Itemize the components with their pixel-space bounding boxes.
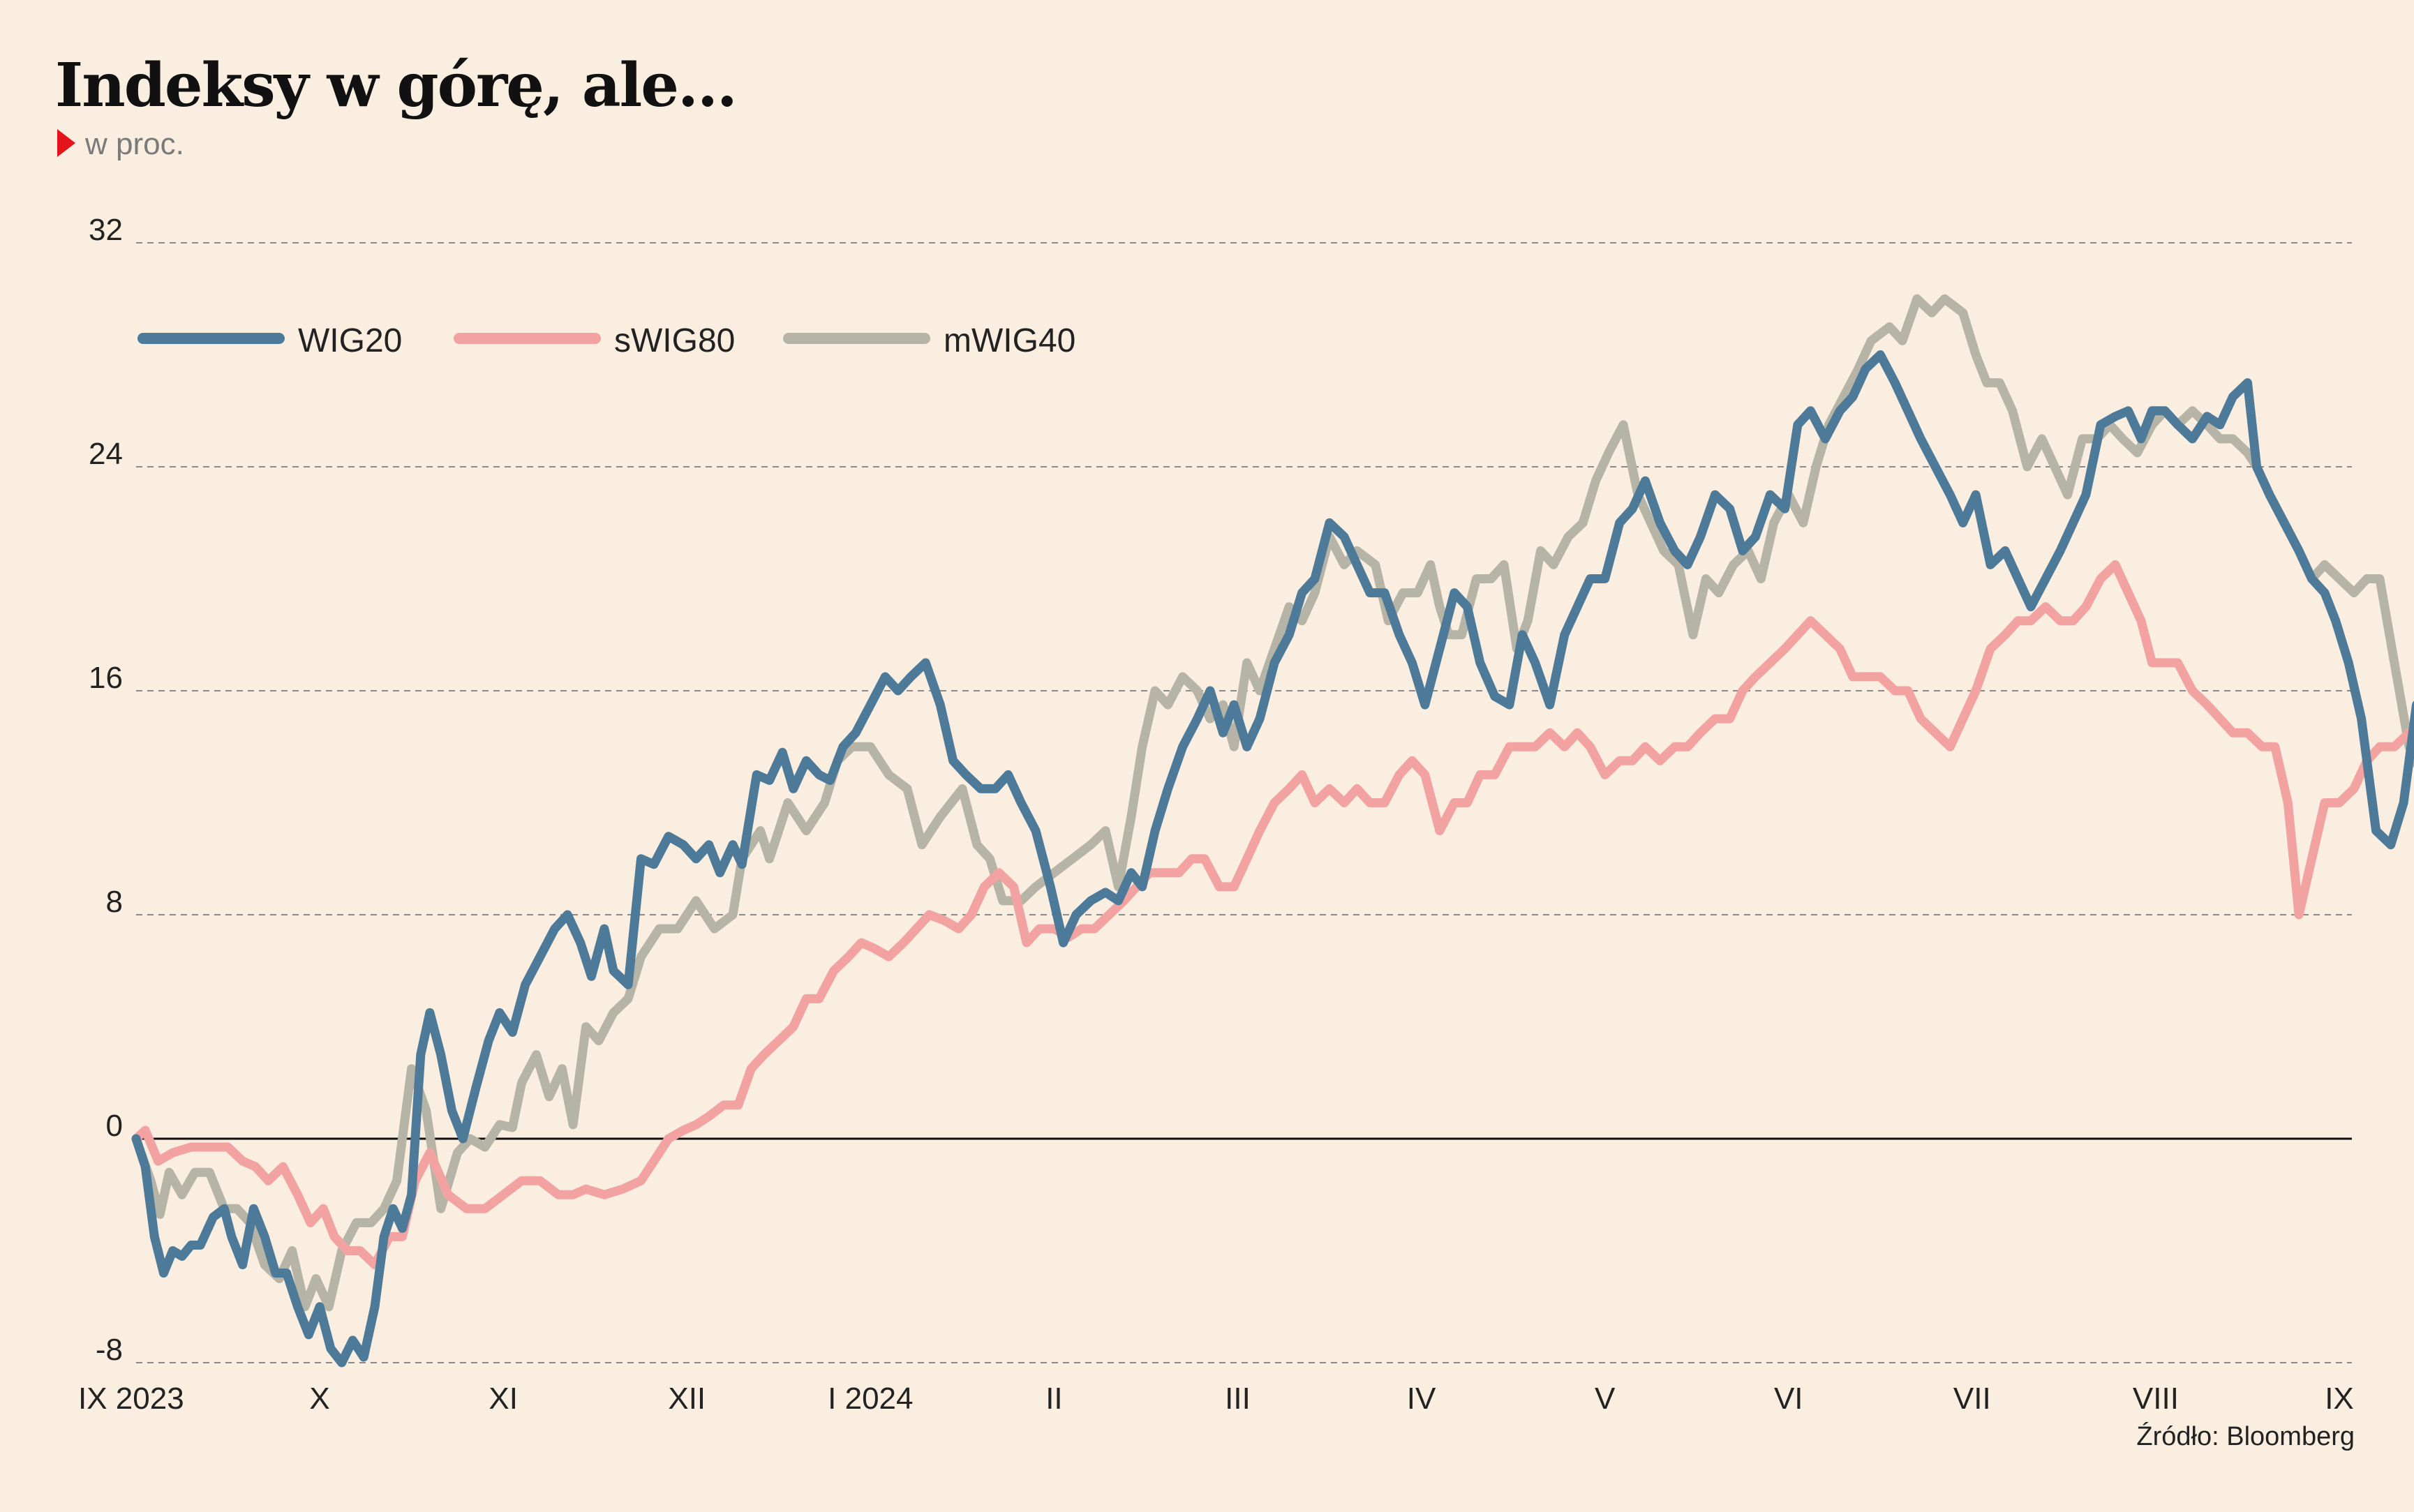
x-tick-label: XII [668, 1382, 706, 1416]
series-line-mwig40 [131, 294, 2414, 1312]
legend-label-wig20: WIG20 [298, 322, 402, 359]
chart-title: Indeksy w górę, ale... [55, 50, 738, 121]
x-tick-label: V [1595, 1382, 1616, 1416]
x-tick-label: X [309, 1382, 329, 1416]
x-tick-label: XI [489, 1382, 518, 1416]
x-tick-label: III [1225, 1382, 1251, 1416]
chart-subtitle: w proc. [57, 127, 184, 162]
x-tick-label: VIII [2133, 1382, 2179, 1416]
series-line-wig20 [131, 350, 2414, 1368]
y-axis-labels: -8 0 8 16 24 32 [89, 213, 123, 1367]
x-tick-label: IX [2325, 1382, 2354, 1416]
red-triangle-icon [57, 129, 75, 157]
series-lines [131, 294, 2414, 1368]
y-tick-label: -8 [96, 1333, 123, 1367]
x-axis-labels: IX 2023 X XI XII I 2024 II III IV V VI VII VIII IX [78, 1382, 2354, 1416]
x-tick-label: I 2024 [828, 1382, 913, 1416]
legend-label-swig80: sWIG80 [614, 322, 735, 359]
y-tick-label: 24 [89, 437, 123, 471]
x-tick-label: II [1045, 1382, 1062, 1416]
x-tick-label: VI [1774, 1382, 1803, 1416]
x-tick-label: IV [1407, 1382, 1436, 1416]
source-note: Źródło: Bloomberg [2136, 1422, 2355, 1451]
grid-lines [136, 242, 2352, 1363]
legend: WIG20 sWIG80 mWIG40 [137, 322, 1075, 359]
x-tick-label: VII [1953, 1382, 1991, 1416]
y-tick-label: 8 [106, 885, 123, 919]
y-tick-label: 16 [89, 661, 123, 695]
x-tick-label: IX 2023 [78, 1382, 184, 1416]
y-tick-label: 0 [106, 1109, 123, 1143]
legend-label-mwig40: mWIG40 [944, 322, 1075, 359]
series-line-swig80 [131, 560, 2414, 1270]
y-tick-label: 32 [89, 213, 123, 247]
subtitle-text: w proc. [85, 127, 184, 161]
